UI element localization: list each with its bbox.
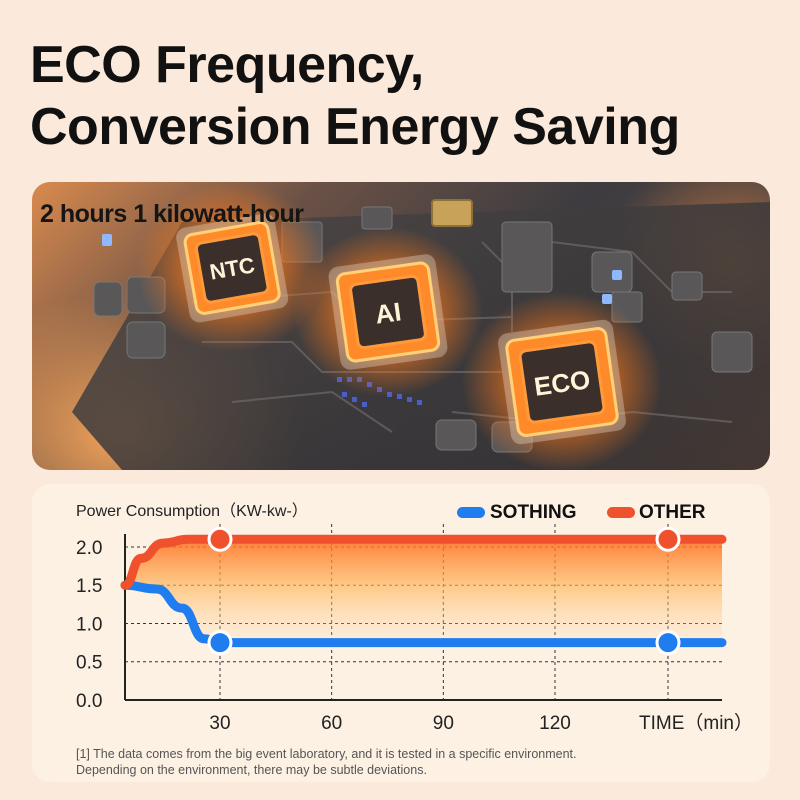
footnote-line-1: [1] The data comes from the big event la… (76, 747, 577, 761)
legend-sothing-swatch (457, 507, 485, 518)
chart-grid (125, 524, 722, 700)
x-axis-title: TIME（min） (639, 712, 753, 734)
page-title: ECO Frequency, Conversion Energy Saving (30, 34, 790, 158)
x-tick-label: 90 (433, 713, 454, 734)
y-axis-labels: 2.0 1.5 1.0 0.5 0.0 (76, 538, 102, 712)
y-tick-label: 1.0 (76, 614, 102, 635)
y-tick-label: 1.5 (76, 576, 102, 597)
x-axis-labels: 30 60 90 120 (209, 713, 570, 734)
ai-chip-label: AI (373, 296, 403, 329)
legend-other-swatch (607, 507, 635, 518)
chart-title: Power Consumption（KW-kw-） (76, 502, 308, 520)
footnote-line-2: Depending on the environment, there may … (76, 763, 427, 777)
legend-sothing-label: SOTHING (490, 502, 577, 523)
x-tick-label: 30 (209, 713, 230, 734)
series-line-sothing (120, 580, 727, 648)
data-point-sothing (655, 630, 681, 656)
title-line-2: Conversion Energy Saving (30, 98, 680, 156)
legend-other-label: OTHER (639, 502, 706, 523)
y-tick-label: 0.0 (76, 691, 102, 712)
footnote: [1] The data comes from the big event la… (76, 746, 756, 778)
x-tick-label: 120 (539, 713, 571, 734)
data-point-other (655, 526, 681, 552)
series-line-other (120, 534, 727, 590)
ntc-chip (176, 213, 289, 323)
y-tick-label: 2.0 (76, 538, 102, 559)
data-point-other (207, 526, 233, 552)
chart-axes (124, 534, 722, 701)
hero-label: 2 hours 1 kilowatt-hour (40, 200, 304, 228)
chart-area-fill (125, 539, 722, 643)
eco-chip (498, 319, 626, 445)
circuit-board-illustration: NTC AI ECO (72, 182, 770, 470)
title-line-1: ECO Frequency, (30, 36, 424, 94)
power-consumption-chart: Power Consumption（KW-kw-） SOTHING OTHER … (76, 502, 753, 734)
hero-image: NTC AI ECO 2 hours 1 kilowatt-hour (32, 182, 770, 470)
legend: SOTHING OTHER (457, 502, 706, 523)
y-tick-label: 0.5 (76, 653, 102, 674)
data-point-sothing (207, 630, 233, 656)
x-tick-label: 60 (321, 713, 342, 734)
chart-series (120, 526, 727, 656)
ai-chip (328, 254, 448, 370)
chart-card: Power Consumption（KW-kw-） SOTHING OTHER … (32, 484, 770, 782)
